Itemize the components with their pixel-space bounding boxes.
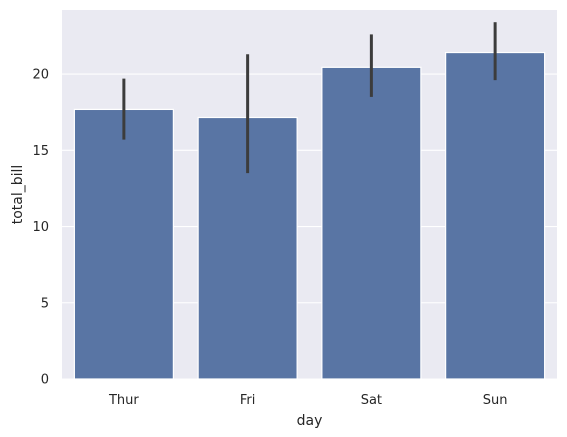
y-tick-label: 5 — [41, 296, 49, 311]
x-tick-label: Fri — [240, 393, 256, 408]
x-axis-label: day — [297, 413, 323, 429]
y-tick-label: 20 — [32, 68, 49, 83]
x-tick-label: Sun — [483, 393, 508, 408]
bar-thur — [73, 108, 174, 380]
x-tick-labels: Thur Fri Sat Sun — [108, 393, 508, 408]
bar-sun — [445, 51, 546, 380]
x-tick-label: Sat — [361, 393, 382, 408]
y-axis-label: total_bill — [10, 165, 26, 225]
y-tick-labels: 0 5 10 15 20 — [32, 68, 49, 388]
error-bars — [122, 22, 497, 174]
bar-sat — [321, 66, 422, 380]
y-tick-label: 0 — [41, 373, 49, 388]
y-tick-label: 15 — [32, 144, 49, 159]
x-tick-label: Thur — [108, 393, 139, 408]
y-tick-label: 10 — [32, 220, 49, 235]
